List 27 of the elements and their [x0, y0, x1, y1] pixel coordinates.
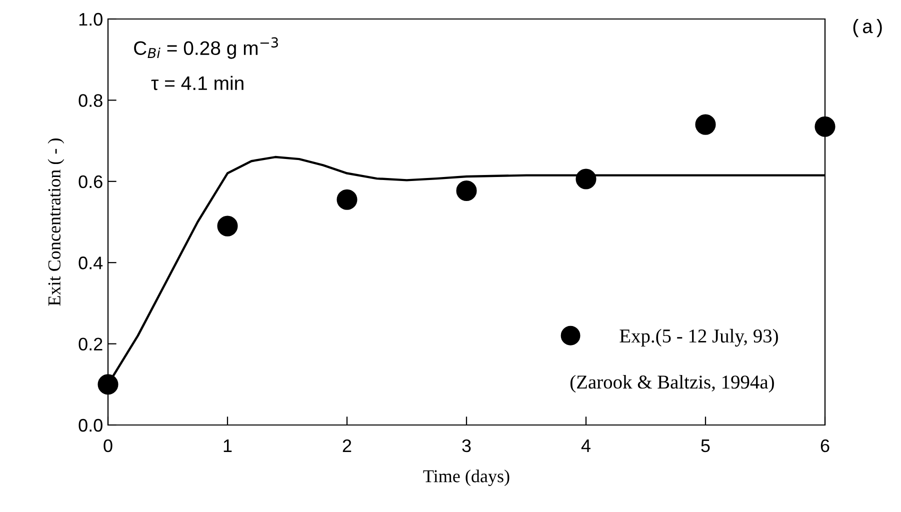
y-tick-label: 0.0: [78, 418, 102, 432]
x-tick-label: 2: [342, 439, 352, 452]
legend-label: Exp.(5 - 12 July, 93): [620, 328, 778, 347]
annotation: τ = 4.1 min: [151, 76, 244, 90]
annotation: C$_{Bi}$ = 0.28 g m$^{−3}$: [134, 37, 278, 59]
x-tick-label: 3: [462, 439, 471, 452]
annotation: (Zarook & Baltzis, 1994a): [570, 374, 774, 393]
point: [336, 189, 358, 210]
y-tick-label: 1.0: [79, 12, 102, 26]
y-tick-label: 0.2: [78, 338, 102, 351]
x-axis-title: Time (days): [423, 470, 510, 486]
y-tick-label: 0.4: [78, 256, 103, 270]
y-axis-title: Exit Concentration ( - ): [48, 138, 64, 306]
x-tick-label: 5: [701, 440, 710, 452]
text: (a): [853, 19, 882, 38]
point: [456, 180, 477, 202]
x-tick-label: 4: [581, 440, 590, 452]
x-tick-label: 0: [104, 439, 112, 452]
x-tick-label: 6: [820, 439, 830, 452]
point: [695, 114, 716, 135]
point: [98, 374, 118, 395]
y-tick-label: 0.6: [78, 175, 102, 188]
point: [576, 168, 596, 190]
y-tick-label: 0.8: [78, 94, 102, 107]
x-tick-label: 1: [224, 440, 232, 452]
point: [814, 116, 836, 137]
point: [217, 216, 238, 236]
